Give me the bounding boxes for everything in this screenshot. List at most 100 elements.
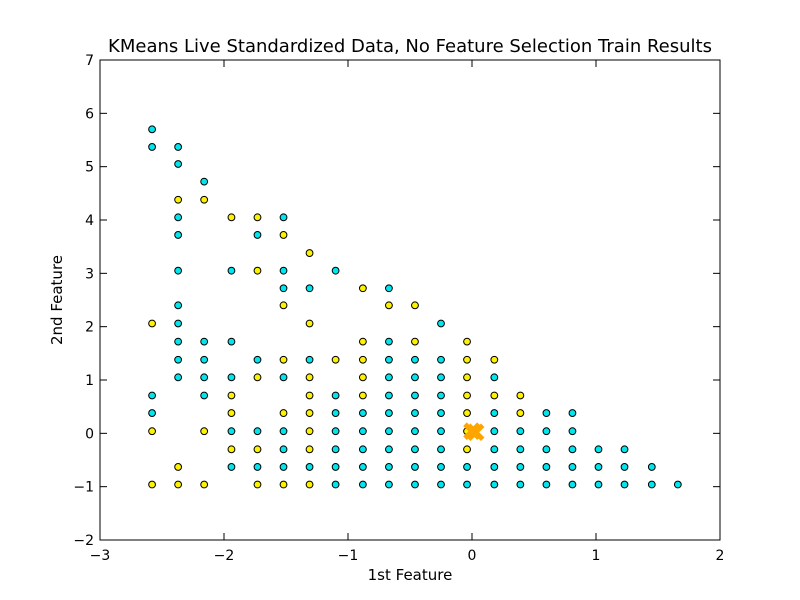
data-point-cyan <box>174 301 183 310</box>
data-point-yellow <box>227 409 236 417</box>
data-point-cyan <box>385 391 393 400</box>
data-point-cyan <box>385 337 393 346</box>
data-point-cyan <box>647 463 656 471</box>
data-point-yellow <box>305 480 314 489</box>
data-point-cyan <box>568 409 577 417</box>
data-point-yellow <box>227 445 236 454</box>
data-point-cyan <box>358 463 367 471</box>
data-point-cyan <box>385 445 393 454</box>
data-point-cyan <box>331 445 340 454</box>
data-point-cyan <box>437 409 445 417</box>
plot-frame <box>99 59 721 541</box>
data-point-cyan <box>490 480 499 489</box>
data-point-cyan <box>647 480 656 489</box>
data-point-yellow <box>358 391 367 400</box>
data-point-cyan <box>227 266 236 275</box>
data-point-yellow <box>279 301 288 310</box>
data-point-cyan <box>594 445 603 454</box>
data-point-yellow <box>305 409 314 417</box>
data-point-cyan <box>437 373 445 382</box>
data-point-cyan <box>253 463 262 471</box>
data-point-cyan <box>253 231 262 239</box>
data-point-yellow <box>253 445 262 454</box>
data-point-cyan <box>358 409 367 417</box>
data-point-yellow <box>463 445 471 454</box>
data-point-cyan <box>148 143 156 151</box>
data-point-yellow <box>490 355 499 364</box>
data-point-cyan <box>279 445 288 454</box>
data-point-yellow <box>463 409 471 417</box>
data-point-yellow <box>148 480 156 489</box>
data-point-cyan <box>673 480 682 489</box>
data-point-cyan <box>463 463 471 471</box>
data-point-yellow <box>305 249 314 257</box>
data-point-cyan <box>148 391 156 400</box>
data-point-yellow <box>411 301 419 310</box>
data-point-cyan <box>200 337 209 346</box>
data-point-yellow <box>253 213 262 222</box>
data-point-cyan <box>385 284 393 293</box>
data-point-yellow <box>305 391 314 400</box>
data-point-cyan <box>385 409 393 417</box>
data-point-yellow <box>516 409 525 417</box>
x-axis-label: 1st Feature <box>368 566 453 584</box>
data-point-cyan <box>411 463 419 471</box>
data-point-yellow <box>516 391 525 400</box>
data-point-cyan <box>331 391 340 400</box>
data-point-cyan <box>411 355 419 364</box>
y-tick-label: 5 <box>85 160 94 176</box>
y-axis-label: 2nd Feature <box>48 255 66 345</box>
y-tick-label: 7 <box>85 53 94 69</box>
data-point-cyan <box>305 284 314 293</box>
data-point-cyan <box>411 409 419 417</box>
data-point-cyan <box>437 463 445 471</box>
data-point-yellow <box>358 337 367 346</box>
data-point-yellow <box>174 463 183 471</box>
data-point-yellow <box>279 480 288 489</box>
data-point-cyan <box>200 177 209 186</box>
data-point-yellow <box>279 409 288 417</box>
data-point-cyan <box>279 373 288 382</box>
centroid-marker <box>466 423 485 442</box>
data-point-cyan <box>279 427 288 436</box>
data-point-cyan <box>516 445 525 454</box>
data-point-yellow <box>227 391 236 400</box>
data-point-yellow <box>174 195 183 204</box>
x-tick-label: 0 <box>468 548 477 564</box>
data-point-cyan <box>490 445 499 454</box>
data-point-yellow <box>200 427 209 436</box>
x-tick-label: 1 <box>592 548 601 564</box>
data-point-cyan <box>490 409 499 417</box>
data-point-cyan <box>174 337 183 346</box>
centroid-stroke <box>466 423 485 442</box>
data-point-cyan <box>542 463 551 471</box>
data-point-cyan <box>437 391 445 400</box>
data-point-cyan <box>568 463 577 471</box>
data-point-yellow <box>358 373 367 382</box>
data-point-cyan <box>331 463 340 471</box>
data-point-cyan <box>516 463 525 471</box>
data-point-cyan <box>279 213 288 222</box>
data-point-cyan <box>253 355 262 364</box>
data-point-yellow <box>200 480 209 489</box>
data-point-cyan <box>568 480 577 489</box>
data-point-yellow <box>463 355 471 364</box>
data-point-cyan <box>279 284 288 293</box>
data-point-cyan <box>227 427 236 436</box>
data-point-yellow <box>279 355 288 364</box>
data-point-cyan <box>331 427 340 436</box>
data-point-cyan <box>437 319 445 328</box>
data-point-cyan <box>148 409 156 417</box>
data-point-cyan <box>411 391 419 400</box>
data-point-cyan <box>174 355 183 364</box>
data-point-cyan <box>411 427 419 436</box>
data-point-yellow <box>331 355 340 364</box>
data-point-cyan <box>279 463 288 471</box>
x-tick-label: −1 <box>338 548 359 564</box>
data-point-cyan <box>463 480 471 489</box>
data-point-cyan <box>490 427 499 436</box>
data-point-yellow <box>411 337 419 346</box>
data-point-cyan <box>490 463 499 471</box>
